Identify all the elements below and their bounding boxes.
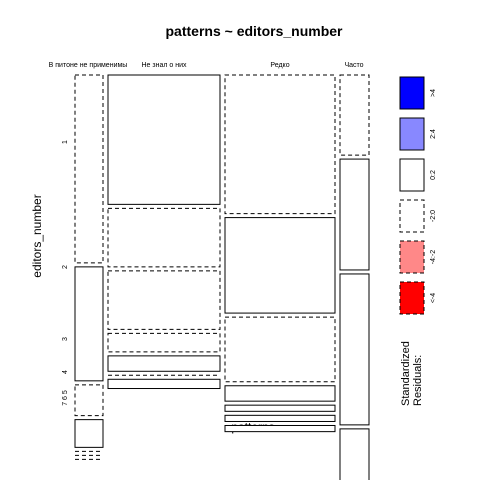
mosaic-cell (339, 428, 370, 480)
row-labels: 1 2 3 4 7 6 5 (62, 140, 69, 406)
column-label: В питоне не применимы (49, 62, 128, 69)
mosaic-cell (74, 266, 104, 382)
chart-title: patterns ~ editors_number (166, 23, 344, 39)
column-label: Не знал о них (141, 62, 187, 69)
mosaic-cell (339, 158, 370, 271)
legend-swatch (399, 117, 425, 151)
column-label: Часто (344, 62, 363, 69)
mosaic-cell (224, 74, 336, 215)
y-axis-label: editors_number (30, 194, 44, 277)
legend-swatch (399, 281, 425, 315)
mosaic-cell (107, 74, 221, 205)
mosaic-cell (339, 273, 370, 426)
legend: >4 2:4 0:2 -2:0 -4:-2 <-4 Standardized Residual… (399, 76, 437, 406)
legend-title: Residuals: (412, 355, 424, 406)
mosaic-cells (74, 74, 370, 480)
legend-label: -2:0 (430, 210, 437, 222)
legend-label: 0:2 (430, 170, 437, 180)
column-labels: В питоне не применимы Не знал о них Редко Ч… (49, 62, 364, 69)
mosaic-cell (224, 414, 336, 422)
legend-swatch (399, 76, 425, 110)
mosaic-cell (74, 384, 104, 417)
mosaic-cell (224, 385, 336, 402)
mosaic-cell (74, 419, 104, 448)
row-label: 1 (62, 140, 69, 144)
legend-label: >4 (430, 89, 437, 97)
mosaic-cell (107, 270, 221, 330)
row-label: 4 (62, 370, 69, 374)
mosaic-cell (107, 378, 221, 390)
legend-label: -4:-2 (430, 250, 437, 265)
legend-swatch (399, 199, 425, 233)
legend-label: 2:4 (430, 129, 437, 139)
legend-swatch (399, 158, 425, 192)
column-label: Редко (270, 62, 289, 69)
legend-label: <-4 (430, 293, 437, 303)
mosaic-cell (74, 74, 104, 264)
mosaic-cell (107, 332, 221, 353)
mosaic-cell (224, 217, 336, 314)
row-label: 2 (62, 265, 69, 269)
mosaic-cell (224, 424, 336, 433)
row-label: 7 6 5 (62, 390, 69, 406)
mosaic-cell (224, 316, 336, 383)
mosaic-cell (107, 207, 221, 268)
mosaic-cell (107, 355, 221, 372)
mosaic-cell (339, 74, 370, 156)
row-label: 3 (62, 337, 69, 341)
legend-swatch (399, 240, 425, 274)
legend-title: Standardized (400, 341, 412, 406)
mosaic-cell (224, 404, 336, 412)
